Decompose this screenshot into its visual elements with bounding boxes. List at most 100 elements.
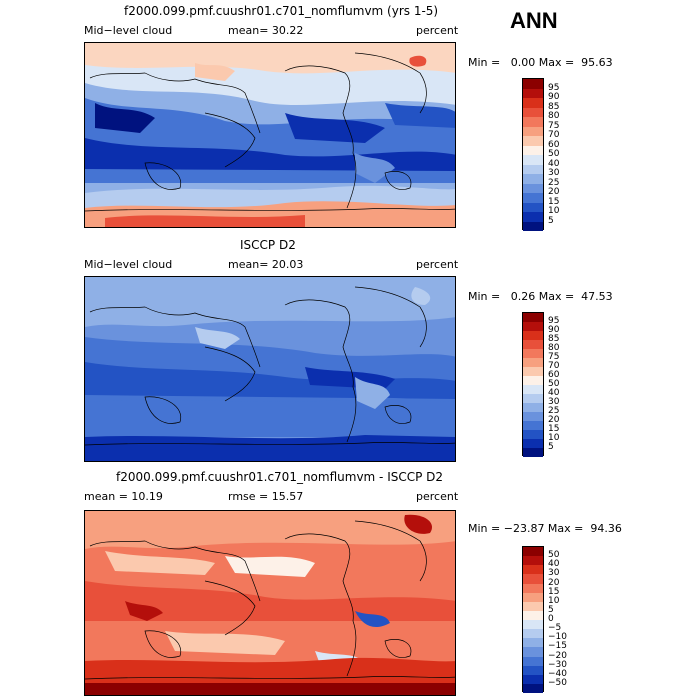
colorbar-segment: [523, 155, 543, 165]
colorbar-segment: [523, 340, 543, 349]
colorbar-segment: [523, 601, 543, 611]
colorbar-tick-label: −10: [548, 632, 567, 643]
colorbar-tick-label: 40: [548, 388, 560, 398]
colorbar-segment: [523, 79, 543, 89]
colorbar-tick-label: 30: [548, 168, 560, 178]
colorbar-segment: [523, 136, 543, 146]
colorbar-tick-label: 25: [548, 177, 560, 188]
colorbar-segment: [523, 403, 543, 412]
colorbar-segment: [523, 385, 543, 394]
panel1-title: f2000.099.pmf.cuushr01.c701_nomflumvm (y…: [124, 4, 439, 18]
colorbar-tick-label: −20: [548, 650, 567, 661]
colorbar-tick-label: 30: [548, 568, 560, 579]
colorbar-segment: [523, 656, 543, 666]
colorbar-tick-label: 60: [548, 139, 560, 150]
colorbar-segment: [523, 394, 543, 403]
colorbar-tick-label: 40: [548, 559, 560, 570]
colorbar-segment: [523, 547, 543, 557]
colorbar-tick-label: −5: [548, 623, 562, 634]
panel3-units: percent: [416, 490, 459, 503]
colorbar-tick-label: 70: [548, 361, 560, 371]
colorbar-tick-label: −30: [548, 659, 567, 670]
colorbar-segment: [523, 126, 543, 136]
colorbar-tick-label: 60: [548, 370, 560, 380]
colorbar-segment: [523, 322, 543, 331]
colorbar-segment: [523, 145, 543, 155]
colorbar-segment: [523, 349, 543, 358]
colorbar-segment: [523, 212, 543, 222]
panel2-units: percent: [416, 258, 459, 271]
colorbar-tick-label: −40: [548, 668, 567, 679]
colorbar-tick-label: 5: [548, 215, 554, 226]
colorbar-segment: [523, 556, 543, 566]
panel1-colorbar: [522, 78, 544, 231]
colorbar-segment: [523, 313, 543, 322]
panel1-mean: mean= 30.22: [228, 24, 304, 37]
colorbar-tick-label: 80: [548, 343, 560, 353]
colorbar-segment: [523, 164, 543, 174]
colorbar-segment: [523, 565, 543, 575]
colorbar-segment: [523, 193, 543, 203]
colorbar-tick-label: 20: [548, 577, 560, 588]
panel2-title: ISCCP D2: [240, 238, 296, 252]
colorbar-segment: [523, 674, 543, 684]
panel1-units: percent: [416, 24, 459, 37]
panel2-mean: mean= 20.03: [228, 258, 304, 271]
colorbar-segment: [523, 448, 543, 457]
panel2-map: [84, 276, 456, 462]
colorbar-tick-label: 15: [548, 196, 560, 207]
colorbar-segment: [523, 202, 543, 212]
panel1-minmax: Min = 0.00 Max = 95.63: [468, 56, 613, 69]
colorbar-tick-label: −15: [548, 641, 567, 652]
colorbar-segment: [523, 638, 543, 648]
colorbar-tick-label: 75: [548, 120, 560, 131]
panel3-rmse: rmse = 15.57: [228, 490, 304, 503]
colorbar-segment: [523, 439, 543, 448]
colorbar-segment: [523, 221, 543, 231]
colorbar-segment: [523, 665, 543, 675]
colorbar-segment: [523, 620, 543, 630]
season-label: ANN: [510, 8, 558, 33]
panel3-colorbar: [522, 546, 544, 693]
colorbar-tick-label: 15: [548, 586, 560, 597]
colorbar-tick-label: 80: [548, 111, 560, 121]
colorbar-segment: [523, 412, 543, 421]
colorbar-segment: [523, 421, 543, 430]
panel3-minmax: Min = −23.87 Max = 94.36: [468, 522, 622, 535]
colorbar-tick-label: 15: [548, 424, 560, 434]
panel2-colorbar: [522, 312, 544, 457]
colorbar-segment: [523, 98, 543, 108]
colorbar-segment: [523, 376, 543, 385]
panel3-map: [84, 510, 456, 696]
colorbar-segment: [523, 683, 543, 693]
colorbar-tick-label: 10: [548, 433, 560, 443]
panel2-minmax: Min = 0.26 Max = 47.53: [468, 290, 613, 303]
colorbar-tick-label: −50: [548, 677, 567, 688]
colorbar-segment: [523, 358, 543, 367]
colorbar-tick-label: 10: [548, 595, 560, 606]
colorbar-tick-label: 90: [548, 325, 560, 335]
colorbar-tick-label: 10: [548, 206, 560, 216]
colorbar-segment: [523, 629, 543, 639]
colorbar-tick-label: 85: [548, 334, 560, 344]
colorbar-segment: [523, 117, 543, 127]
colorbar-tick-label: 20: [548, 187, 560, 197]
colorbar-segment: [523, 430, 543, 439]
colorbar-segment: [523, 592, 543, 602]
colorbar-tick-label: 75: [548, 352, 560, 362]
colorbar-tick-label: 95: [548, 316, 560, 326]
colorbar-segment: [523, 174, 543, 184]
colorbar-tick-label: 50: [548, 550, 560, 561]
colorbar-segment: [523, 183, 543, 193]
colorbar-segment: [523, 583, 543, 593]
colorbar-tick-label: 5: [548, 604, 554, 615]
colorbar-segment: [523, 610, 543, 620]
colorbar-tick-label: 20: [548, 415, 560, 425]
colorbar-tick-label: 85: [548, 101, 560, 112]
colorbar-segment: [523, 331, 543, 340]
colorbar-tick-label: 50: [548, 149, 560, 159]
colorbar-segment: [523, 367, 543, 376]
colorbar-tick-label: 0: [548, 614, 554, 624]
panel2-variable: Mid−level cloud: [84, 258, 173, 271]
colorbar-tick-label: 95: [548, 82, 560, 93]
